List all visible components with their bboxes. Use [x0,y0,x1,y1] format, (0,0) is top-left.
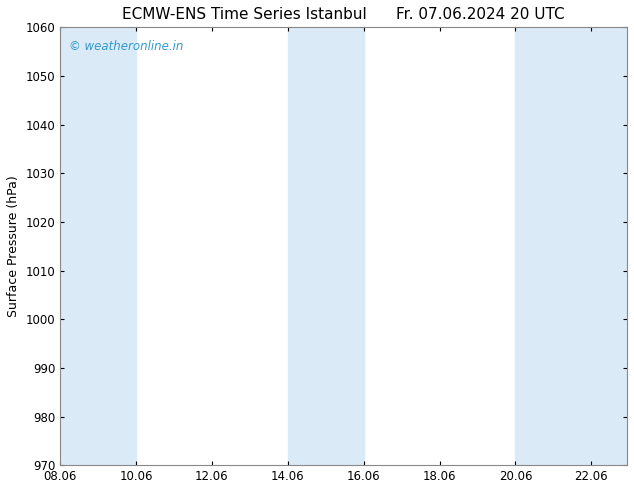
Bar [515,27,627,465]
Title: ECMW-ENS Time Series Istanbul      Fr. 07.06.2024 20 UTC: ECMW-ENS Time Series Istanbul Fr. 07.06.… [122,7,565,22]
Y-axis label: Surface Pressure (hPa): Surface Pressure (hPa) [7,175,20,317]
Text: © weatheronline.in: © weatheronline.in [68,40,183,53]
Bar [288,27,364,465]
Bar [60,27,136,465]
